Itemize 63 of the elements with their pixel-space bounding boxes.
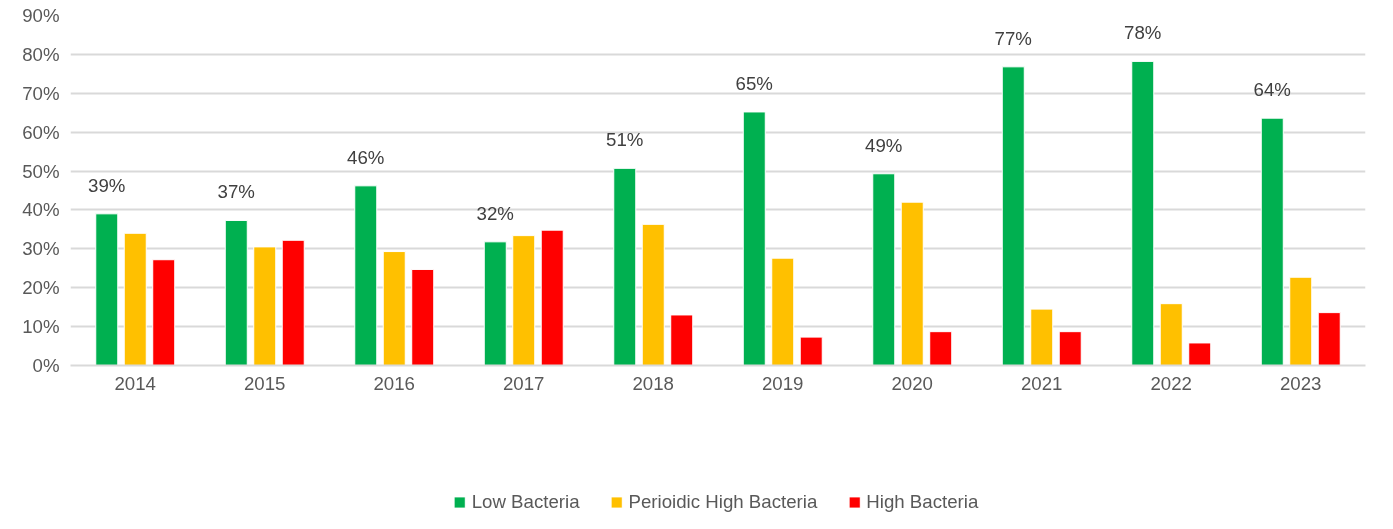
bar xyxy=(742,111,766,366)
legend-label: Low Bacteria xyxy=(471,491,580,513)
bar xyxy=(613,167,637,366)
data-label: 65% xyxy=(735,72,773,94)
data-label: 49% xyxy=(865,134,903,156)
data-label: 46% xyxy=(347,146,385,168)
y-tick-label: 60% xyxy=(22,121,60,143)
data-label: 37% xyxy=(217,181,255,203)
bar xyxy=(771,257,795,366)
bar xyxy=(1260,117,1284,366)
data-label: 78% xyxy=(1124,22,1162,44)
bar xyxy=(670,314,694,366)
y-tick-label: 80% xyxy=(22,43,60,65)
x-tick-label: 2015 xyxy=(244,372,286,394)
bar xyxy=(382,251,406,366)
legend-label: Perioidic High Bacteria xyxy=(628,491,818,513)
x-tick-label: 2020 xyxy=(891,372,934,394)
data-label: 51% xyxy=(606,129,644,151)
bar xyxy=(95,213,119,366)
bar xyxy=(123,232,147,366)
y-tick-label: 30% xyxy=(22,238,60,260)
y-tick-label: 40% xyxy=(22,199,60,221)
x-tick-label: 2018 xyxy=(632,372,675,394)
x-tick-label: 2021 xyxy=(1021,372,1063,394)
bar xyxy=(799,336,823,366)
bar xyxy=(540,229,564,366)
x-tick-label: 2019 xyxy=(762,372,804,394)
x-tick-label: 2014 xyxy=(114,372,157,394)
data-label: 77% xyxy=(994,27,1032,49)
y-tick-label: 20% xyxy=(22,277,60,299)
bar xyxy=(872,173,896,366)
x-tick-label: 2022 xyxy=(1150,372,1193,394)
x-tick-label: 2017 xyxy=(503,372,545,394)
bar xyxy=(1001,66,1025,366)
bar xyxy=(253,246,277,366)
data-label: 32% xyxy=(476,202,514,224)
x-tick-label: 2016 xyxy=(373,372,416,394)
bar xyxy=(1159,303,1183,366)
bar xyxy=(1188,342,1212,366)
y-tick-label: 50% xyxy=(22,160,60,182)
y-tick-label: 70% xyxy=(22,82,60,104)
y-tick-label: 10% xyxy=(22,316,60,338)
y-tick-label: 90% xyxy=(22,5,60,26)
x-tick-label: 2023 xyxy=(1280,372,1322,394)
y-tick-label: 0% xyxy=(32,355,60,376)
data-label: 39% xyxy=(88,174,126,196)
bar xyxy=(1058,331,1082,366)
bar xyxy=(929,331,953,366)
bar xyxy=(281,239,305,366)
bar xyxy=(224,219,248,366)
bar xyxy=(483,241,507,366)
bar xyxy=(1317,312,1341,366)
legend-label: High Bacteria xyxy=(866,491,979,513)
data-label: 64% xyxy=(1253,79,1291,101)
bar xyxy=(1289,276,1313,366)
bar xyxy=(1131,60,1155,366)
bar xyxy=(411,268,435,366)
bar xyxy=(900,201,924,366)
bar xyxy=(152,259,176,366)
bar xyxy=(1030,308,1054,366)
bar xyxy=(641,223,665,366)
bar xyxy=(512,235,536,366)
bar xyxy=(354,185,378,366)
